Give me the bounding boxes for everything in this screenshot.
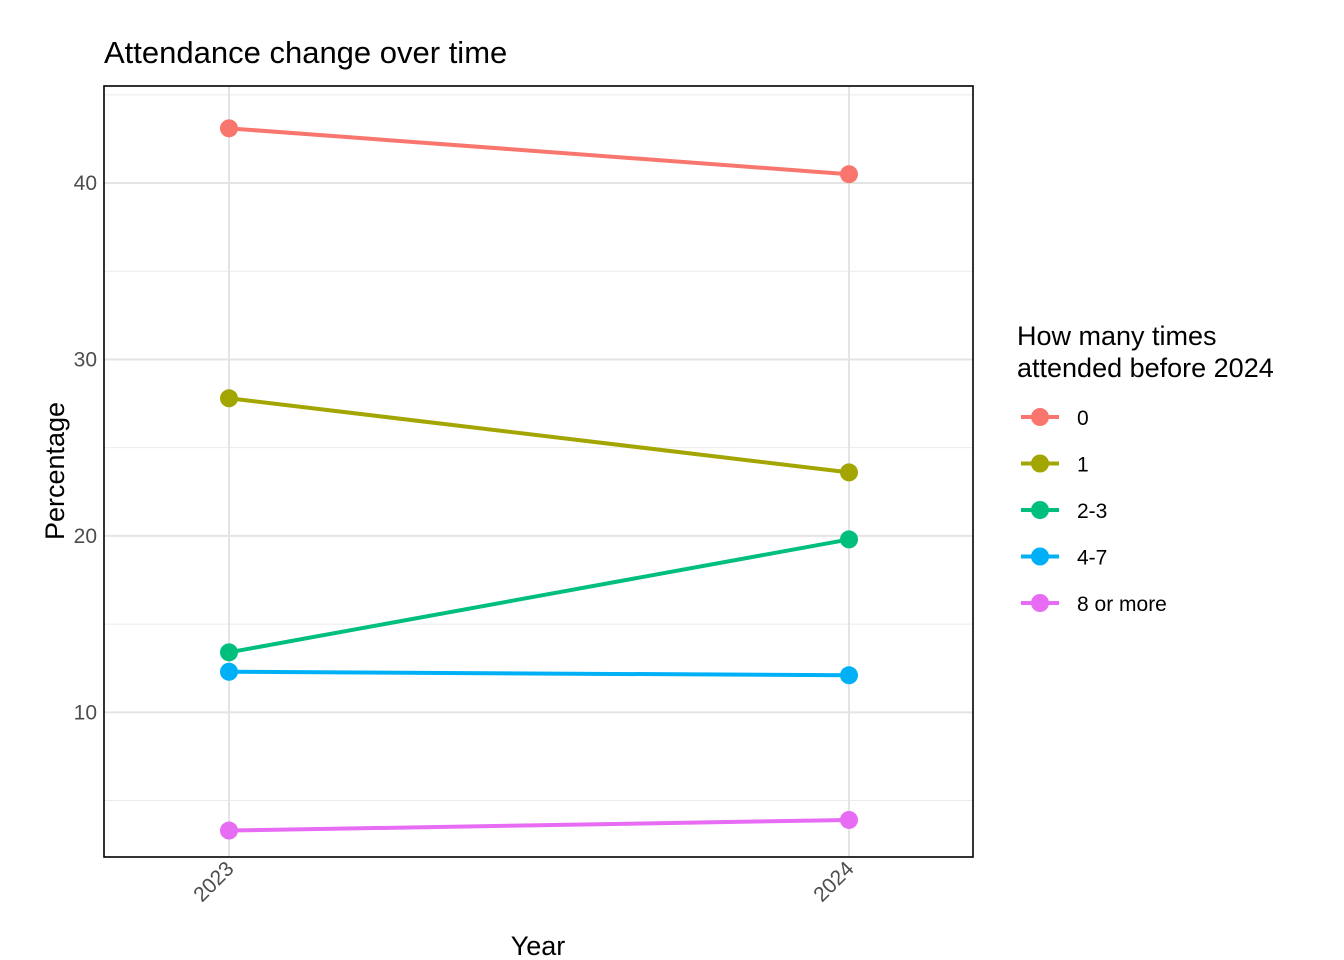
data-point bbox=[840, 463, 858, 482]
chart-title: Attendance change over time bbox=[104, 35, 507, 70]
data-point bbox=[220, 821, 238, 840]
legend-item: 0 bbox=[1021, 407, 1089, 430]
y-axis-ticks: 10 20 30 40 bbox=[74, 172, 97, 724]
series-line bbox=[228, 126, 850, 177]
legend-item: 8 or more bbox=[1021, 593, 1167, 616]
data-point bbox=[840, 666, 858, 685]
data-point bbox=[220, 643, 238, 662]
legend-key-point bbox=[1031, 408, 1049, 426]
x-tick-label: 2023 bbox=[189, 857, 238, 906]
legend-title-line-2: attended before 2024 bbox=[1017, 353, 1274, 383]
legend-item: 1 bbox=[1021, 454, 1089, 477]
legend-key-point bbox=[1031, 547, 1049, 566]
series-line bbox=[228, 817, 850, 833]
data-point bbox=[220, 389, 238, 408]
legend-key-point bbox=[1031, 454, 1049, 473]
data-point bbox=[840, 165, 858, 184]
series-line bbox=[228, 396, 850, 475]
legend-label: 1 bbox=[1077, 454, 1089, 477]
legend-label: 8 or more bbox=[1077, 593, 1167, 616]
legend-label: 4-7 bbox=[1077, 547, 1107, 570]
series-lines bbox=[228, 126, 850, 833]
y-tick-label: 30 bbox=[74, 348, 97, 371]
legend-item: 2-3 bbox=[1021, 500, 1107, 523]
x-tick-label: 2024 bbox=[809, 857, 859, 907]
data-point bbox=[220, 119, 238, 138]
legend-key-point bbox=[1031, 594, 1049, 612]
y-tick-label: 40 bbox=[74, 172, 97, 195]
series-points bbox=[220, 119, 858, 840]
y-tick-label: 10 bbox=[74, 701, 97, 724]
data-point bbox=[840, 530, 858, 549]
panel-border bbox=[103, 85, 974, 858]
data-point bbox=[220, 662, 238, 681]
data-point bbox=[840, 810, 858, 829]
legend-item: 4-7 bbox=[1021, 547, 1107, 570]
series-line bbox=[228, 669, 850, 678]
series-line bbox=[228, 537, 850, 655]
legend-label: 0 bbox=[1077, 407, 1089, 430]
x-axis-title: Year bbox=[511, 931, 566, 960]
grid-lines bbox=[104, 86, 973, 857]
legend: How many times attended before 2024 0 1 2-… bbox=[1017, 321, 1274, 616]
legend-label: 2-3 bbox=[1077, 500, 1107, 523]
legend-key-point bbox=[1031, 501, 1049, 519]
y-axis-title: Percentage bbox=[40, 402, 70, 540]
x-axis-ticks: 2023 2024 bbox=[189, 857, 859, 907]
legend-title-line-1: How many times bbox=[1017, 321, 1217, 351]
legend-items: 0 1 2-3 4-7 8 or more bbox=[1021, 407, 1167, 616]
y-tick-label: 20 bbox=[74, 525, 97, 548]
